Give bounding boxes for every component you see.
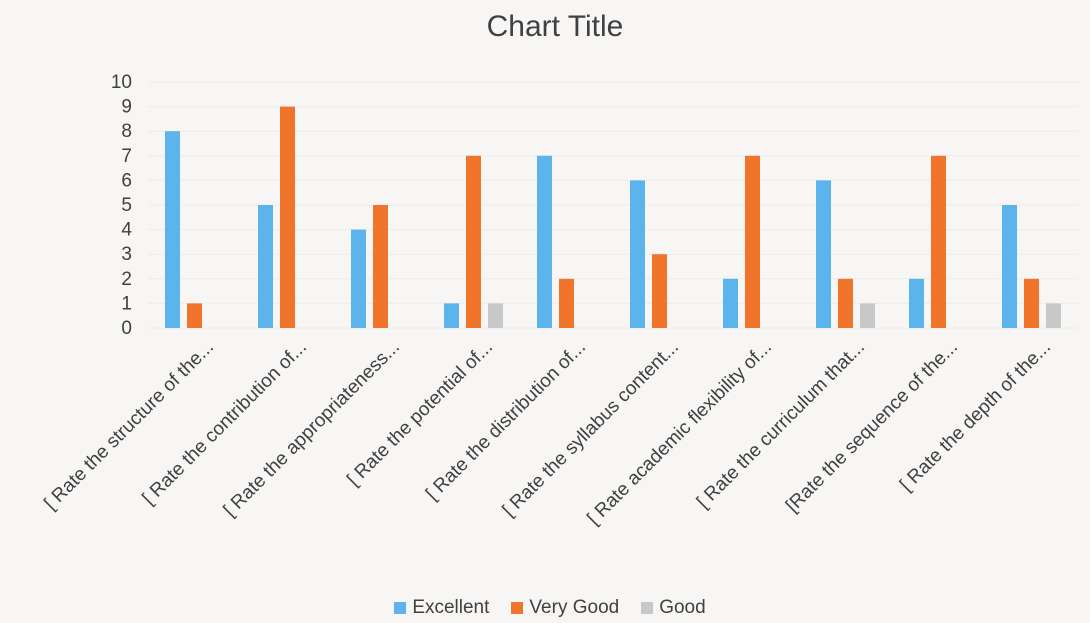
y-tick-label: 0 <box>121 318 132 339</box>
x-tick-label: [ Rate academic flexibility of... <box>583 337 776 530</box>
bar <box>723 278 738 328</box>
legend-item: Excellent <box>394 597 489 619</box>
bar <box>1024 278 1039 328</box>
x-tick-label: [ Rate the contribution of... <box>139 337 311 509</box>
bar <box>931 155 946 328</box>
y-tick-label: 4 <box>121 220 132 241</box>
chart-title: Chart Title <box>486 10 624 43</box>
bar <box>838 278 853 328</box>
bar <box>488 303 503 328</box>
legend-swatch <box>511 602 524 614</box>
legend-label: Good <box>659 597 706 618</box>
legend-item: Very Good <box>511 597 619 619</box>
y-tick-label: 2 <box>121 269 132 290</box>
y-tick-label: 9 <box>121 97 132 118</box>
legend-label: Excellent <box>412 597 490 618</box>
y-tick-label: 8 <box>121 121 132 142</box>
bar <box>187 303 202 328</box>
y-tick-label: 1 <box>121 293 132 314</box>
bar <box>466 155 481 328</box>
bar <box>860 303 875 328</box>
bar <box>373 205 388 328</box>
x-tick-label: [Rate the sequence of the... <box>782 337 962 517</box>
bar <box>909 278 924 328</box>
y-tick-label: 7 <box>121 146 132 167</box>
y-tick-label: 5 <box>121 195 132 216</box>
legend-swatch <box>394 602 407 614</box>
bar <box>1046 303 1061 328</box>
bar <box>816 180 831 328</box>
x-tick-label: [ Rate the distribution of... <box>422 337 590 505</box>
y-tick-label: 10 <box>111 72 132 93</box>
legend-item: Good <box>641 597 706 619</box>
bar <box>280 106 295 328</box>
legend-swatch <box>641 602 654 614</box>
bar <box>745 155 760 328</box>
bar <box>444 303 459 328</box>
bar <box>630 180 645 328</box>
y-tick-label: 3 <box>121 244 132 265</box>
bar <box>165 131 180 328</box>
bar <box>559 278 574 328</box>
bar <box>537 155 552 328</box>
bar <box>1002 205 1017 328</box>
bar <box>652 254 667 328</box>
bar <box>258 205 273 328</box>
x-tick-label: [ Rate the curriculum that... <box>693 337 869 513</box>
x-tick-label: [ Rate the syllabus content... <box>499 337 683 521</box>
legend-label: Very Good <box>529 597 620 618</box>
x-tick-label: [ Rate the depth of the... <box>896 337 1055 496</box>
x-tick-label: [ Rate the structure of the... <box>40 337 218 515</box>
x-tick-label: [ Rate the appropriateness... <box>220 337 404 521</box>
bar <box>351 229 366 328</box>
chart-legend: Excellent Very Good Good <box>0 597 1090 619</box>
y-tick-label: 6 <box>121 170 132 191</box>
